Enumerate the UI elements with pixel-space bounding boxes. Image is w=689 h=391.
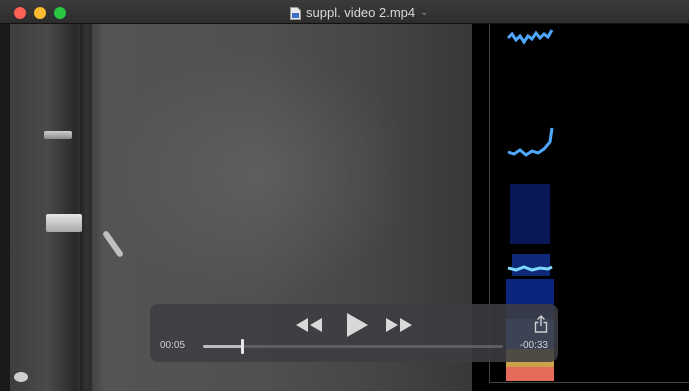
- fast-forward-icon[interactable]: [386, 318, 412, 332]
- play-icon[interactable]: [344, 313, 368, 337]
- scrubber-thumb[interactable]: [241, 339, 244, 354]
- bright-marker-1: [44, 131, 72, 139]
- bright-marker-2: [46, 214, 82, 232]
- title-bar[interactable]: suppl. video 2.mp4 ⌄: [0, 0, 689, 24]
- motion-streak: [101, 229, 125, 259]
- window-title[interactable]: suppl. video 2.mp4 ⌄: [290, 5, 429, 21]
- elapsed-time: 00:05: [160, 340, 186, 351]
- playback-controls[interactable]: 00:05 -00:33: [150, 304, 558, 362]
- video-file-icon: [290, 6, 301, 20]
- minimize-button[interactable]: [34, 7, 46, 19]
- spectrogram-x-axis: [489, 382, 689, 383]
- dark-edge: [0, 24, 10, 391]
- scrubber-progress: [203, 345, 242, 348]
- video-frame[interactable]: 00:05 -00:33: [0, 24, 689, 391]
- chevron-down-icon[interactable]: ⌄: [420, 7, 429, 18]
- window-title-label: suppl. video 2.mp4: [306, 5, 416, 20]
- wall-edge: [80, 24, 92, 391]
- remaining-time: -00:33: [519, 340, 548, 351]
- maximize-button[interactable]: [54, 7, 66, 19]
- scrubber-track[interactable]: [203, 345, 503, 348]
- rewind-icon[interactable]: [296, 318, 322, 332]
- bright-spot: [14, 372, 28, 382]
- close-button[interactable]: [14, 7, 26, 19]
- spectrogram-y-axis: [489, 24, 490, 382]
- share-icon[interactable]: [534, 315, 548, 333]
